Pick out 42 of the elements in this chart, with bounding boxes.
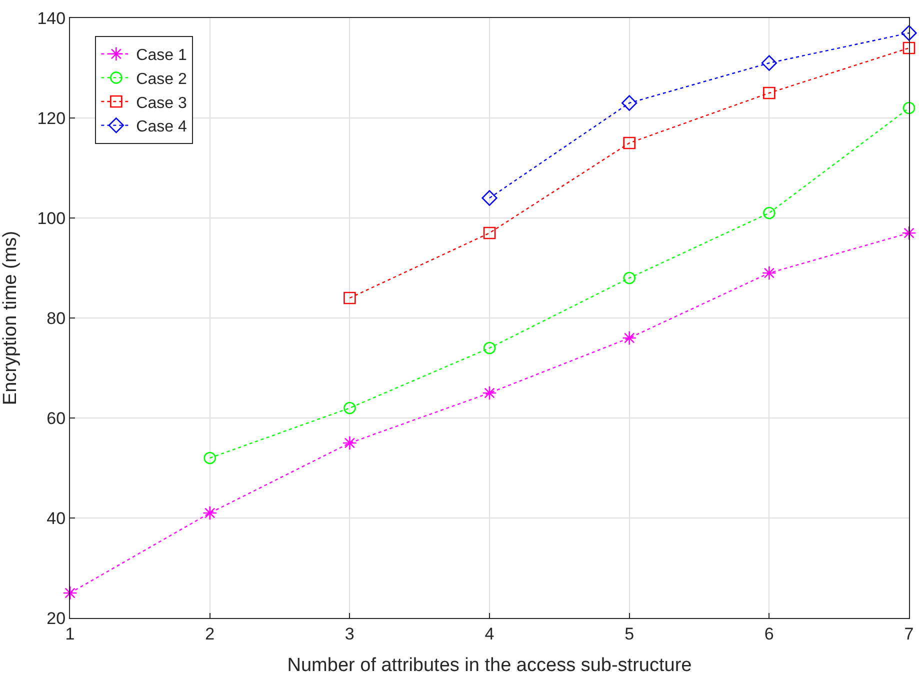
point [622, 330, 637, 346]
point [62, 586, 78, 600]
legend-label: Case 4 [136, 118, 187, 136]
point [762, 266, 776, 280]
point [344, 402, 356, 414]
legend-label: Case 3 [136, 94, 187, 112]
point [622, 95, 638, 111]
y-tick-label: 120 [37, 108, 66, 128]
x-tick-label: 3 [344, 624, 354, 644]
point [902, 226, 916, 240]
point [623, 272, 636, 284]
point [483, 226, 496, 240]
x-tick-label: 7 [904, 624, 914, 644]
point [902, 102, 916, 114]
legend-label: Case 2 [136, 70, 187, 88]
point [342, 436, 357, 450]
x-axis-title: Number of attributes in the access sub-structure [287, 655, 692, 676]
point [344, 292, 356, 304]
x-tick-label: 1 [65, 624, 75, 644]
legend-label: Case 1 [136, 47, 187, 64]
point [763, 86, 776, 100]
x-tick-label: 4 [484, 624, 494, 644]
x-tick-label: 6 [764, 624, 774, 644]
y-axis-title: Encryption time (ms) [0, 230, 22, 406]
y-tick-label: 80 [46, 308, 66, 328]
y-tick-label: 100 [37, 208, 66, 228]
point [204, 452, 216, 464]
x-tick-label: 5 [624, 624, 634, 644]
point [202, 506, 218, 520]
point [482, 190, 498, 206]
point [902, 42, 916, 54]
point [761, 55, 777, 71]
y-tick-label: 40 [46, 508, 66, 528]
point [901, 25, 917, 41]
x-tick-label: 2 [205, 624, 215, 644]
y-tick-label: 60 [46, 408, 66, 428]
point [483, 342, 496, 354]
point [763, 206, 776, 220]
y-tick-label: 140 [37, 8, 66, 28]
y-tick-label: 20 [46, 608, 66, 628]
point [623, 136, 636, 150]
point [482, 386, 497, 400]
